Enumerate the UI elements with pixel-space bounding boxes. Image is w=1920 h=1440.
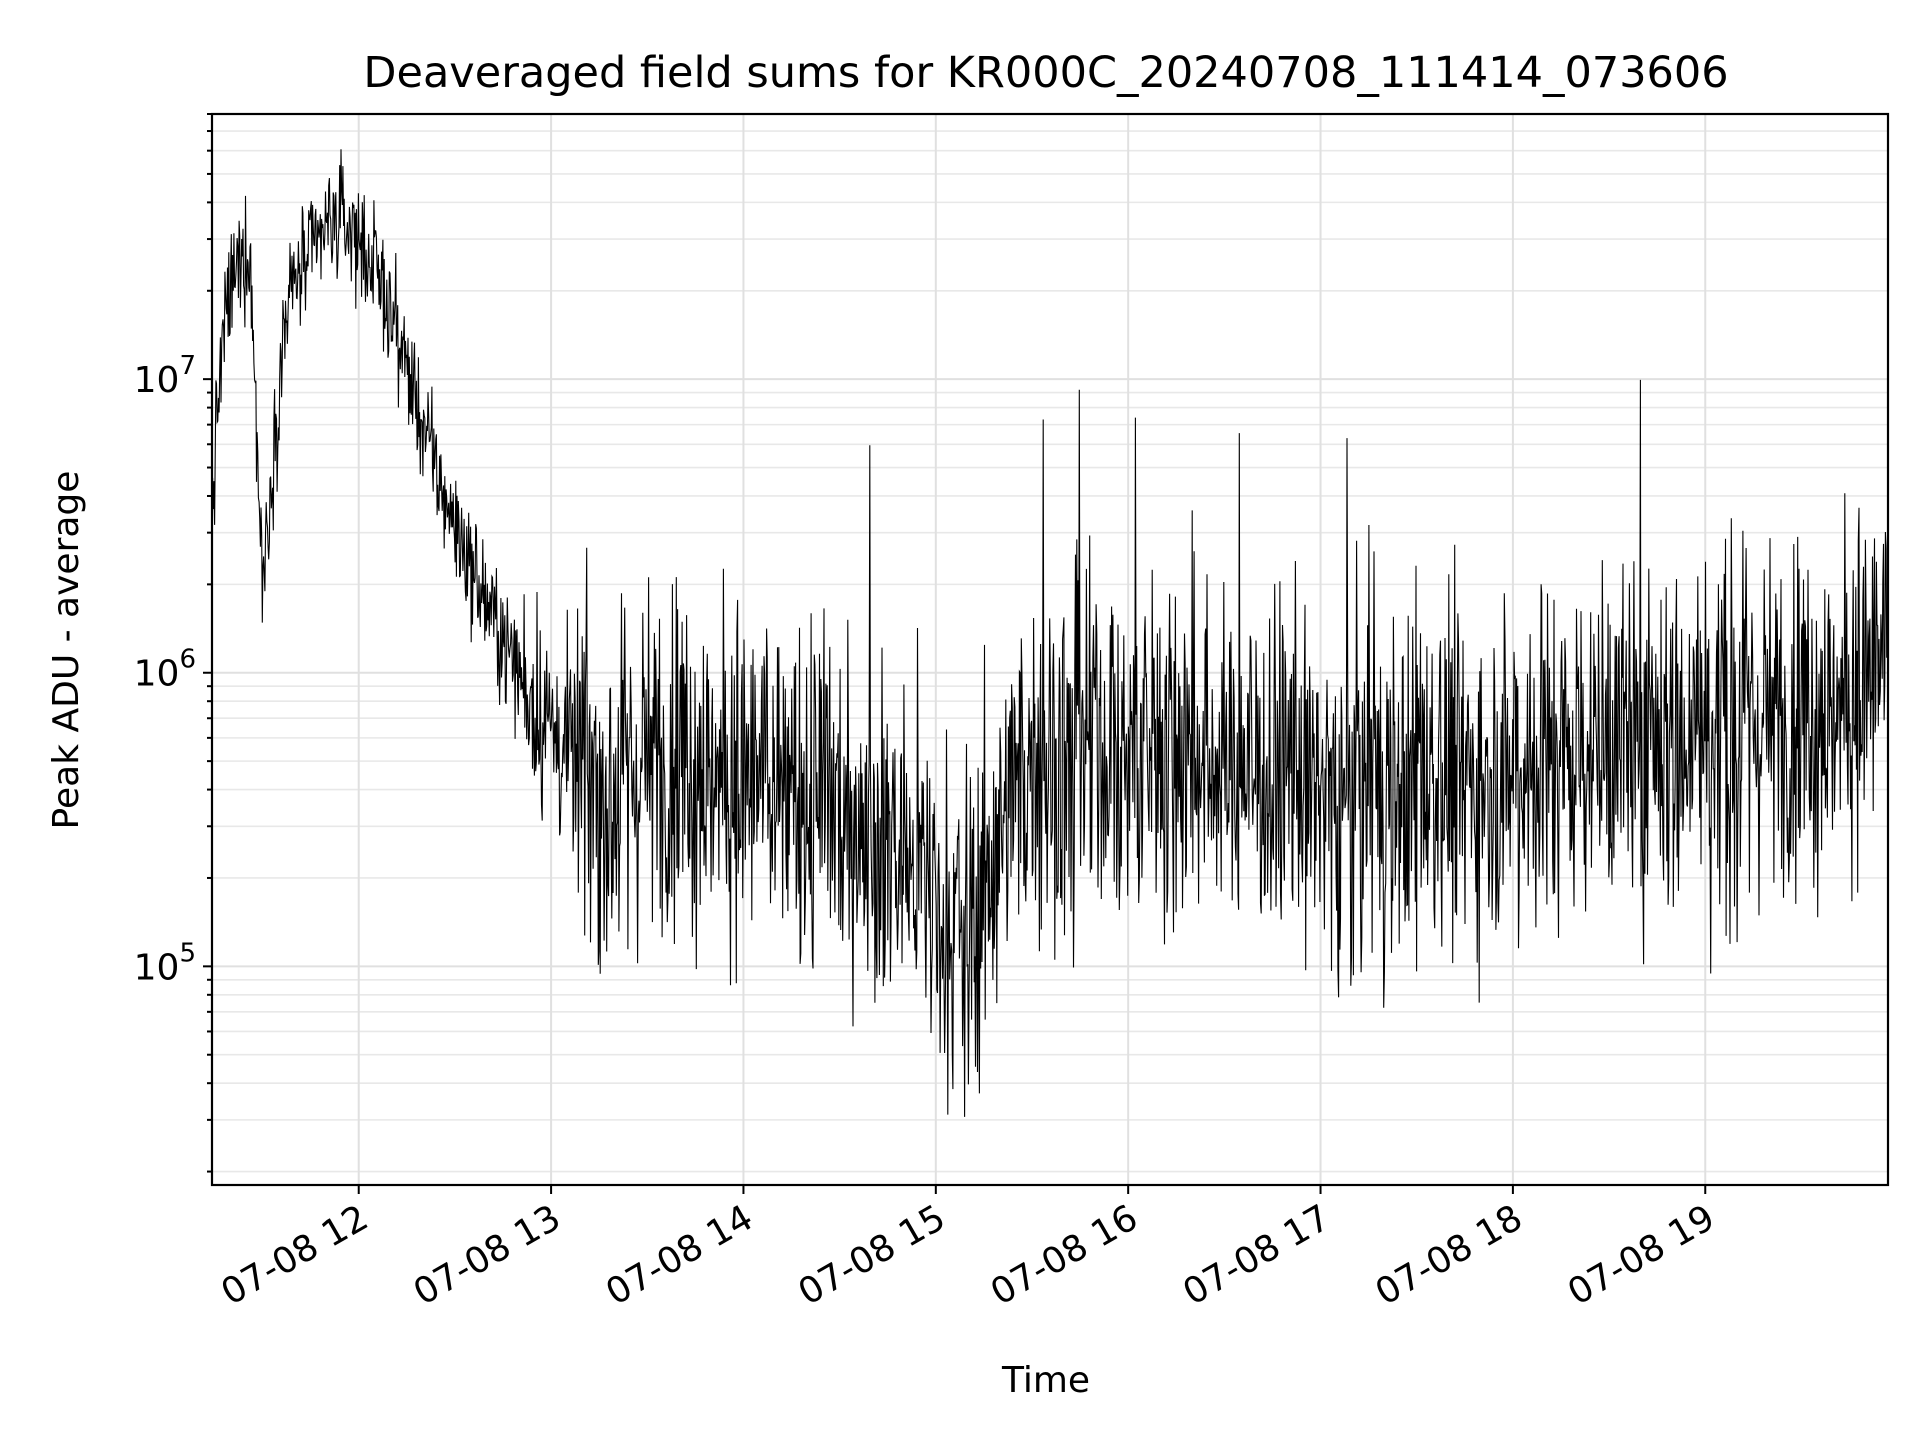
series-line (211, 149, 1889, 1117)
y-tick-label: 105 (134, 938, 196, 988)
y-axis-label: Peak ADU - average (46, 471, 87, 830)
y-tick-labels: 105 106 107 (134, 351, 196, 988)
plot-frame (210, 112, 1890, 1187)
x-axis-label: Time (1001, 1360, 1090, 1401)
y-tick-label: 107 (134, 351, 196, 401)
series-group (211, 149, 1889, 1117)
axis-ticks (203, 113, 1707, 1194)
y-tick-label: 106 (134, 645, 196, 695)
chart-title: Deaveraged field sums for KR000C_2024070… (363, 48, 1728, 98)
